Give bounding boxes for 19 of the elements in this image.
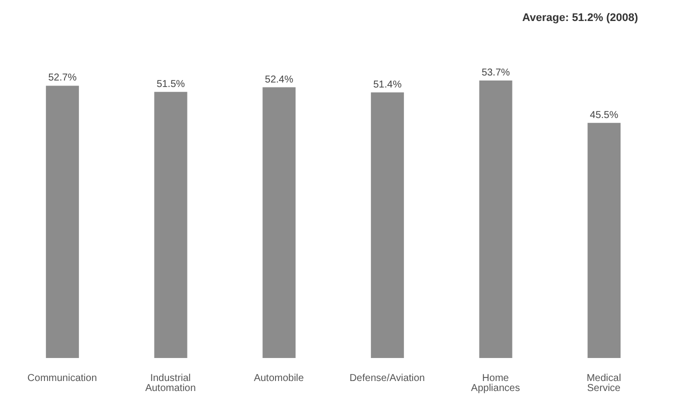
data-label: 45.5% bbox=[590, 110, 618, 121]
x-tick-label: Defense/Aviation bbox=[349, 373, 425, 384]
data-label: 52.7% bbox=[48, 72, 77, 84]
data-label: 52.4% bbox=[264, 74, 294, 86]
bar bbox=[370, 92, 404, 358]
bar bbox=[154, 92, 188, 358]
x-tick-label: Industrial Automation bbox=[145, 373, 196, 394]
text: Average: 51.2% (2008) bbox=[522, 12, 638, 24]
data-label: 53.7% bbox=[482, 68, 510, 79]
data-label: 51.5% bbox=[156, 78, 186, 90]
data-label: 51.4% bbox=[373, 79, 402, 90]
bar bbox=[46, 86, 79, 358]
x-tick-label: Home Appliances bbox=[471, 373, 520, 394]
x-tick-label: Communication bbox=[27, 373, 97, 384]
bar bbox=[588, 122, 621, 358]
x-tick-label: Automobile bbox=[254, 373, 304, 384]
x-tick-label: Medical Service bbox=[586, 373, 622, 394]
bar bbox=[262, 87, 296, 358]
bar bbox=[479, 80, 512, 358]
